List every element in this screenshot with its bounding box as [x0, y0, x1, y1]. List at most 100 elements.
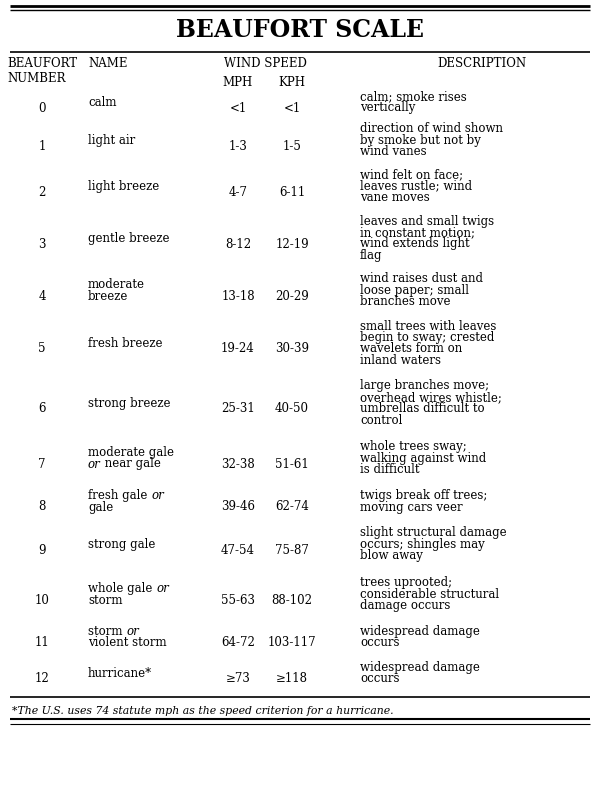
Text: gale: gale: [88, 501, 113, 513]
Text: 12: 12: [35, 673, 49, 685]
Text: begin to sway; crested: begin to sway; crested: [360, 331, 494, 344]
Text: ≥118: ≥118: [276, 673, 308, 685]
Text: wind extends light: wind extends light: [360, 238, 470, 250]
Text: 3: 3: [38, 238, 46, 250]
Text: moderate: moderate: [88, 278, 145, 291]
Text: small trees with leaves: small trees with leaves: [360, 319, 496, 333]
Text: inland waters: inland waters: [360, 354, 441, 367]
Text: leaves and small twigs: leaves and small twigs: [360, 214, 494, 228]
Text: 1-5: 1-5: [283, 140, 301, 152]
Text: damage occurs: damage occurs: [360, 599, 451, 612]
Text: widespread damage: widespread damage: [360, 661, 480, 674]
Text: blow away: blow away: [360, 550, 423, 562]
Text: twigs break off trees;: twigs break off trees;: [360, 489, 487, 502]
Text: hurricane*: hurricane*: [88, 666, 152, 680]
Text: direction of wind shown: direction of wind shown: [360, 122, 503, 135]
Text: wind vanes: wind vanes: [360, 145, 427, 159]
Text: flag: flag: [360, 249, 383, 262]
Text: light breeze: light breeze: [88, 180, 159, 193]
Text: BEAUFORT
NUMBER: BEAUFORT NUMBER: [7, 57, 77, 85]
Text: 8: 8: [38, 501, 46, 513]
Text: slight structural damage: slight structural damage: [360, 526, 506, 539]
Text: in constant motion;: in constant motion;: [360, 226, 475, 239]
Text: or: or: [151, 489, 164, 502]
Text: 25-31: 25-31: [221, 403, 255, 415]
Text: loose paper; small: loose paper; small: [360, 283, 469, 297]
Text: fresh breeze: fresh breeze: [88, 337, 163, 350]
Text: 39-46: 39-46: [221, 501, 255, 513]
Text: widespread damage: widespread damage: [360, 625, 480, 638]
Text: 4: 4: [38, 290, 46, 302]
Text: 0: 0: [38, 101, 46, 115]
Text: 1-3: 1-3: [229, 140, 247, 152]
Text: 7: 7: [38, 458, 46, 470]
Text: breeze: breeze: [88, 290, 128, 302]
Text: 6: 6: [38, 403, 46, 415]
Text: 1: 1: [38, 140, 46, 152]
Text: or: or: [88, 458, 101, 470]
Text: light air: light air: [88, 133, 135, 147]
Text: MPH: MPH: [223, 76, 253, 89]
Text: leaves rustle; wind: leaves rustle; wind: [360, 180, 472, 193]
Text: or: or: [156, 582, 169, 595]
Text: <1: <1: [229, 101, 247, 115]
Text: 11: 11: [35, 637, 49, 649]
Text: calm: calm: [88, 96, 116, 109]
Text: occurs: occurs: [360, 637, 400, 649]
Text: *The U.S. uses 74 statute mph as the speed criterion for a hurricane.: *The U.S. uses 74 statute mph as the spe…: [12, 706, 394, 716]
Text: vertically: vertically: [360, 101, 415, 115]
Text: 30-39: 30-39: [275, 342, 309, 356]
Text: 6-11: 6-11: [279, 185, 305, 199]
Text: or: or: [126, 625, 139, 638]
Text: violent storm: violent storm: [88, 637, 167, 649]
Text: strong breeze: strong breeze: [88, 396, 170, 410]
Text: NAME: NAME: [88, 57, 128, 70]
Text: trees uprooted;: trees uprooted;: [360, 576, 452, 590]
Text: calm; smoke rises: calm; smoke rises: [360, 90, 467, 103]
Text: moving cars veer: moving cars veer: [360, 501, 463, 513]
Text: vane moves: vane moves: [360, 192, 430, 204]
Text: near gale: near gale: [101, 458, 161, 470]
Text: 10: 10: [35, 593, 49, 607]
Text: umbrellas difficult to: umbrellas difficult to: [360, 403, 485, 415]
Text: branches move: branches move: [360, 295, 451, 309]
Text: KPH: KPH: [278, 76, 305, 89]
Text: overhead wires whistle;: overhead wires whistle;: [360, 391, 502, 404]
Text: 9: 9: [38, 543, 46, 557]
Text: 12-19: 12-19: [275, 238, 309, 250]
Text: storm: storm: [88, 593, 122, 607]
Text: 19-24: 19-24: [221, 342, 255, 356]
Text: 8-12: 8-12: [225, 238, 251, 250]
Text: BEAUFORT SCALE: BEAUFORT SCALE: [176, 18, 424, 42]
Text: wavelets form on: wavelets form on: [360, 342, 462, 356]
Text: 13-18: 13-18: [221, 290, 255, 302]
Text: large branches move;: large branches move;: [360, 379, 489, 392]
Text: control: control: [360, 414, 403, 427]
Text: 51-61: 51-61: [275, 458, 309, 470]
Text: 32-38: 32-38: [221, 458, 255, 470]
Text: 2: 2: [38, 185, 46, 199]
Text: whole trees sway;: whole trees sway;: [360, 440, 467, 453]
Text: 88-102: 88-102: [271, 593, 313, 607]
Text: fresh gale: fresh gale: [88, 489, 151, 502]
Text: WIND SPEED: WIND SPEED: [224, 57, 307, 70]
Text: 55-63: 55-63: [221, 593, 255, 607]
Text: occurs: occurs: [360, 673, 400, 685]
Text: 62-74: 62-74: [275, 501, 309, 513]
Text: wind felt on face;: wind felt on face;: [360, 168, 463, 181]
Text: 47-54: 47-54: [221, 543, 255, 557]
Text: whole gale: whole gale: [88, 582, 156, 595]
Text: wind raises dust and: wind raises dust and: [360, 272, 483, 285]
Text: DESCRIPTION: DESCRIPTION: [437, 57, 527, 70]
Text: <1: <1: [283, 101, 301, 115]
Text: walking against wind: walking against wind: [360, 451, 486, 465]
Text: 103-117: 103-117: [268, 637, 316, 649]
Text: 4-7: 4-7: [229, 185, 248, 199]
Text: ≥73: ≥73: [226, 673, 250, 685]
Text: 5: 5: [38, 342, 46, 356]
Text: strong gale: strong gale: [88, 538, 155, 551]
Text: storm: storm: [88, 625, 126, 638]
Text: 40-50: 40-50: [275, 403, 309, 415]
Text: by smoke but not by: by smoke but not by: [360, 133, 481, 147]
Text: occurs; shingles may: occurs; shingles may: [360, 538, 485, 551]
